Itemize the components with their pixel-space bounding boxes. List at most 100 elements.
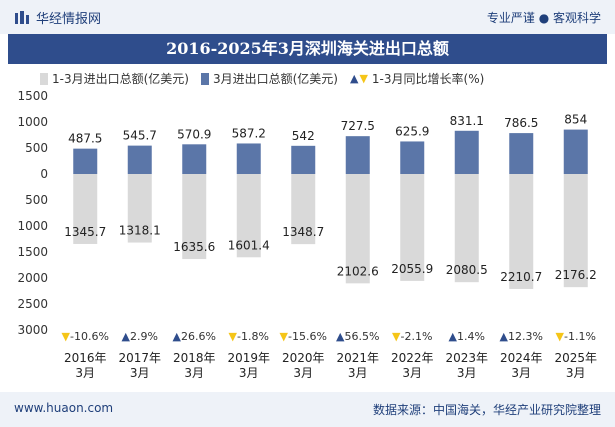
legend-item-growth: ▲ ▼ 1-3月同比增长率(%) [350, 70, 484, 87]
growth-rate-label: ▲26.6% [173, 330, 216, 343]
bar-cumulative [454, 174, 479, 283]
brand: 华经情报网 [14, 8, 101, 27]
title-band: 2016-2025年3月深圳海关进出口总额 [8, 34, 607, 64]
growth-rate-label: ▲56.5% [336, 330, 379, 343]
y-tick-label: 0 [40, 167, 48, 181]
legend-label-monthly: 3月进出口总额(亿美元) [212, 72, 338, 86]
legend-label-growth: 1-3月同比增长率(%) [371, 72, 485, 86]
x-tick-label: 3月 [75, 366, 95, 380]
growth-rate-label: ▼-10.6% [62, 330, 109, 343]
chart-plot: 1500 1000 500 0 500 1000 1500 2000 2500 3000 487.5… [17, 89, 597, 380]
growth-rate-label: ▼-1.8% [229, 330, 269, 343]
top-bar: 华经情报网 专业严谨 ● 客观科学 [0, 0, 615, 34]
data-label-monthly: 854 [564, 113, 587, 127]
bar-monthly [454, 130, 479, 174]
data-label-monthly: 786.5 [504, 116, 538, 130]
growth-rate-label: ▼-2.1% [392, 330, 432, 343]
bar-monthly [73, 148, 98, 174]
chart-legend: 1-3月进出口总额(亿美元) 3月进出口总额(亿美元) ▲ ▼ 1-3月同比增长… [40, 70, 496, 87]
bar-cumulative [345, 174, 370, 284]
data-label-cumulative: 1635.6 [173, 240, 215, 254]
bar-cumulative [236, 174, 261, 258]
legend-item-monthly: 3月进出口总额(亿美元) [200, 70, 338, 87]
bar-cumulative [182, 174, 207, 260]
x-tick-label: 3月 [566, 366, 586, 380]
data-label-cumulative: 2102.6 [337, 264, 379, 278]
x-tick-label: 2017年 [118, 351, 161, 365]
data-label-monthly: 487.5 [68, 132, 102, 146]
growth-rate-label: ▲2.9% [122, 330, 158, 343]
bar-cumulative [509, 174, 534, 289]
bar-monthly [345, 136, 370, 174]
bar-monthly [182, 144, 207, 174]
y-tick-label: 3000 [17, 323, 48, 337]
data-label-cumulative: 2210.7 [500, 270, 542, 284]
x-tick-label: 3月 [457, 366, 477, 380]
y-tick-label: 1000 [17, 219, 48, 233]
y-tick-label: 2000 [17, 271, 48, 285]
x-tick-label: 2020年 [282, 351, 325, 365]
tagline: 专业严谨 ● 客观科学 [486, 11, 601, 25]
data-label-monthly: 831.1 [450, 114, 484, 128]
bar-cumulative [400, 174, 425, 281]
bar-monthly [236, 143, 261, 174]
growth-rate-label: ▼-15.6% [280, 330, 327, 343]
data-label-cumulative: 2055.9 [391, 262, 433, 276]
y-tick-label: 1000 [17, 115, 48, 129]
x-tick-label: 3月 [511, 366, 531, 380]
x-tick-label: 2019年 [227, 351, 270, 365]
growth-rate-label: ▲1.4% [449, 330, 485, 343]
data-label-cumulative: 1318.1 [119, 224, 161, 238]
x-tick-label: 2018年 [173, 351, 216, 365]
y-tick-label: 500 [25, 141, 48, 155]
y-tick-label: 2500 [17, 297, 48, 311]
legend-swatch-cumulative [40, 72, 48, 85]
data-label-monthly: 727.5 [341, 119, 375, 133]
x-tick-label: 2016年 [64, 351, 107, 365]
y-tick-label: 500 [25, 193, 48, 207]
bar-monthly [563, 129, 588, 174]
y-tick-label: 1500 [17, 245, 48, 259]
bar-cumulative [563, 174, 588, 288]
footer-bar: www.huaon.com 数据来源：中国海关，华经产业研究院整理 [0, 392, 615, 427]
bar-monthly [127, 145, 152, 174]
bar-cumulative [127, 174, 152, 243]
x-tick-label: 3月 [239, 366, 259, 380]
x-tick-label: 3月 [348, 366, 368, 380]
brand-logo-icon [15, 10, 29, 24]
data-label-cumulative: 2080.5 [446, 263, 488, 277]
x-tick-label: 3月 [402, 366, 422, 380]
bar-cumulative [291, 174, 316, 245]
bar-cumulative [73, 174, 98, 244]
bar-monthly [400, 141, 425, 174]
legend-swatch-monthly [200, 72, 209, 85]
bar-monthly [291, 145, 316, 174]
data-label-cumulative: 1601.4 [228, 238, 270, 252]
x-tick-label: 3月 [184, 366, 204, 380]
footer-website: www.huaon.com [14, 401, 114, 415]
x-tick-label: 2025年 [554, 351, 597, 365]
x-tick-label: 2021年 [336, 351, 379, 365]
data-label-cumulative: 2176.2 [555, 268, 597, 282]
data-label-cumulative: 1348.7 [282, 225, 324, 239]
triangle-down-icon: ▼ [359, 72, 368, 85]
growth-rate-label: ▲12.3% [500, 330, 543, 343]
data-label-monthly: 542 [292, 129, 315, 143]
data-label-monthly: 545.7 [123, 129, 157, 143]
data-label-monthly: 587.2 [232, 126, 266, 140]
triangle-up-icon: ▲ [349, 72, 359, 85]
brand-name: 华经情报网 [36, 12, 102, 27]
legend-item-cumulative: 1-3月进出口总额(亿美元) [40, 70, 189, 87]
data-label-monthly: 570.9 [177, 127, 211, 141]
data-label-cumulative: 1345.7 [64, 225, 106, 239]
footer-source: 数据来源：中国海关，华经产业研究院整理 [372, 403, 601, 417]
chart-title: 2016-2025年3月深圳海关进出口总额 [166, 39, 449, 58]
x-tick-label: 3月 [130, 366, 150, 380]
x-tick-label: 2022年 [391, 351, 434, 365]
growth-rate-label: ▼-1.1% [556, 330, 596, 343]
x-tick-label: 2023年 [445, 351, 488, 365]
data-label-monthly: 625.9 [395, 124, 429, 138]
x-tick-label: 3月 [293, 366, 313, 380]
legend-label-cumulative: 1-3月进出口总额(亿美元) [52, 72, 189, 86]
y-tick-label: 1500 [17, 89, 48, 103]
